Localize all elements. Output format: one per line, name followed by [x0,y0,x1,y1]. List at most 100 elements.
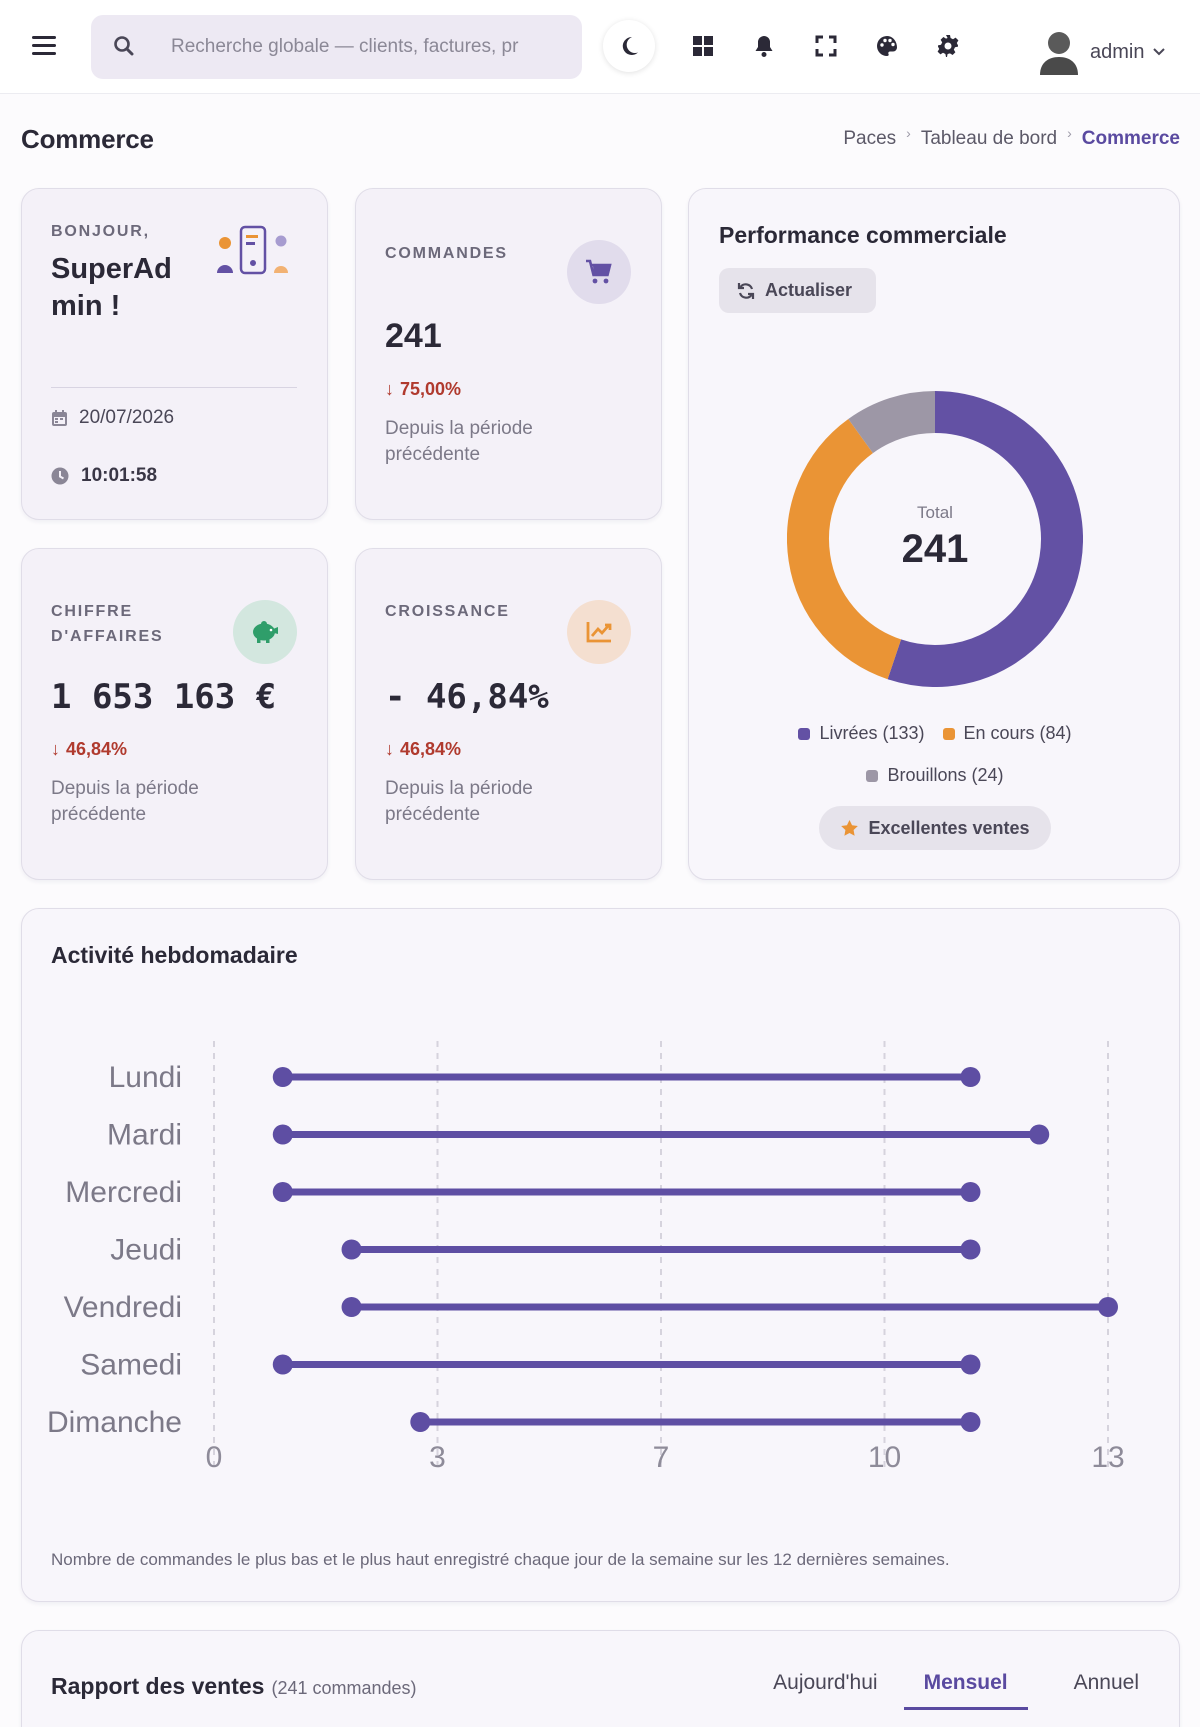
avatar [1040,32,1078,75]
stat-note: Depuis la période précédente [385,418,533,465]
stat-label: CROISSANCE [385,603,510,620]
donut-legend-row2: Brouillons (24) [689,765,1181,786]
legend-item: Brouillons (24) [866,765,1004,786]
search-icon [113,35,135,62]
chevron-down-icon [1153,48,1166,56]
donut-slice-1 [787,419,902,680]
arrow-down-icon: ↓ [385,739,394,759]
max-point [960,1239,981,1260]
user-menu[interactable]: admin [1038,30,1166,75]
greeting: BONJOUR, [51,223,150,240]
y-category-label: Dimanche [47,1406,182,1439]
weekly-caption: Nombre de commandes le plus bas et le pl… [51,1550,950,1569]
x-tick-label: 3 [429,1441,446,1474]
top-bar: admin [0,0,1200,94]
donut-total-value: 241 [901,527,969,571]
sales-report-card: Rapport des ventes (241 commandes) Aujou… [21,1630,1180,1727]
calendar-icon [52,410,67,426]
illustration-icon [217,225,288,275]
time-row: 10:01:58 [51,465,157,487]
arrow-down-icon: ↓ [385,379,394,399]
welcome-card: BONJOUR, SuperAd min ! 20/07/2026 10:01:… [21,188,328,520]
sales-report-header: Rapport des ventes (241 commandes) [51,1673,417,1700]
breadcrumb: Paces › Tableau de bord › Commerce [843,125,1180,149]
palette-icon[interactable] [875,34,899,58]
y-category-label: Jeudi [110,1234,182,1267]
x-tick-label: 13 [1091,1441,1124,1474]
stat-value: 241 [385,317,442,355]
donut-legend: Livrées (133) En cours (84) [689,723,1181,744]
stat-note: Depuis la période précédente [51,778,199,825]
performance-title: Performance commerciale [719,222,1007,248]
stat-trend: ↓ 46,84% [51,739,128,759]
revenue-card: CHIFFRE D'AFFAIRES 1 653 163 € ↓ 46,84% D… [21,548,328,880]
stat-trend: ↓ 46,84% [385,739,462,759]
refresh-icon [737,282,755,299]
growth-card: CROISSANCE - 46,84% ↓ 46,84% Depuis la pé… [355,548,662,880]
stat-value: 1 653 163 € [51,677,277,717]
dark-mode-toggle[interactable] [603,20,655,72]
user-greeting-name: SuperAd min ! [51,253,172,322]
fullscreen-icon[interactable] [814,34,838,58]
weekly-title: Activité hebdomadaire [51,942,298,968]
moon-icon [622,36,638,55]
donut-chart [787,391,1083,687]
max-point [1029,1124,1050,1145]
weekly-dumbbell-chart: 0 3 7 10 13 Lundi Mardi Mercredi Jeudi Vendredi Sa… [47,1041,1125,1474]
tab-yearly[interactable]: Annuel [1073,1671,1139,1694]
legend-item: En cours (84) [942,723,1072,744]
clock-icon [51,467,69,485]
min-point [341,1239,362,1260]
max-point [960,1354,981,1375]
tab-today[interactable]: Aujourd'hui [773,1671,878,1694]
star-icon [841,819,859,836]
date-row: 20/07/2026 [51,407,174,429]
max-point [960,1067,981,1087]
y-category-label: Samedi [80,1349,182,1382]
current-time: 10:01:58 [81,465,158,486]
stat-note: Depuis la période précédente [385,778,533,825]
breadcrumb-item[interactable]: Tableau de bord [920,128,1058,149]
apps-grid-icon[interactable] [691,34,715,58]
y-category-label: Lundi [109,1061,182,1094]
max-point [960,1412,981,1432]
search-input[interactable] [171,15,571,79]
arrow-down-icon: ↓ [51,739,60,759]
donut-slice-2 [848,391,936,454]
refresh-button[interactable]: Actualiser [719,268,876,313]
stat-label: CHIFFRE D'AFFAIRES [51,603,164,645]
y-category-label: Mercredi [65,1176,182,1209]
donut-total-label: Total [917,503,953,522]
stat-trend: ↓ 75,00% [385,379,462,399]
orders-card: COMMANDES 241 ↓ 75,00% Depuis la période … [355,188,662,520]
current-date: 20/07/2026 [79,407,175,428]
breadcrumb-item[interactable]: Paces [843,128,897,149]
x-tick-label: 7 [653,1441,670,1474]
min-point [272,1182,293,1202]
min-point [272,1354,293,1375]
global-search [91,15,582,79]
min-point [341,1297,362,1317]
menu-icon[interactable] [32,36,56,56]
user-name: admin [1090,40,1145,63]
min-point [272,1067,293,1087]
stat-value: - 46,84% [385,677,549,717]
sales-report-count: (241 commandes) [271,1678,417,1698]
x-tick-label: 10 [868,1441,901,1474]
breadcrumb-current: Commerce [1081,128,1180,149]
cart-icon [567,240,631,304]
sales-report-tabs: Aujourd'hui Mensuel Annuel [727,1671,1139,1710]
max-point [960,1182,981,1202]
min-point [410,1412,431,1432]
stat-label: COMMANDES [385,245,508,262]
tab-monthly[interactable]: Mensuel [903,1671,1028,1710]
settings-gear-icon[interactable] [936,34,960,58]
performance-card: Performance commerciale Actualiser Total… [688,188,1180,880]
max-point [1098,1297,1118,1317]
min-point [272,1124,293,1145]
weekly-activity-card: Activité hebdomadaire 0 3 7 10 13 Lundi Mardi M… [21,908,1180,1602]
bell-icon[interactable] [752,34,776,58]
x-tick-label: 0 [206,1441,223,1474]
y-category-label: Vendredi [64,1291,182,1324]
piggy-bank-icon [233,600,297,664]
